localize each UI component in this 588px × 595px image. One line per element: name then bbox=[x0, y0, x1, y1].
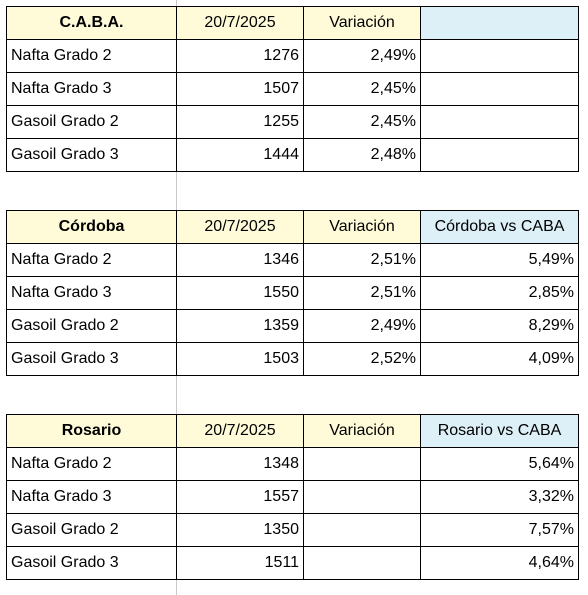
price-cell[interactable]: 1255 bbox=[176, 105, 304, 139]
table-row: Gasoil Grado 2 1255 2,45% bbox=[6, 105, 579, 139]
comparison-header[interactable]: Córdoba vs CABA bbox=[420, 210, 579, 244]
variation-cell[interactable] bbox=[303, 480, 421, 514]
variation-cell[interactable]: 2,48% bbox=[303, 138, 421, 172]
price-cell[interactable]: 1359 bbox=[176, 309, 304, 343]
comparison-cell[interactable] bbox=[420, 138, 579, 172]
table-row: Gasoil Grado 3 1503 2,52% 4,09% bbox=[6, 342, 579, 376]
comparison-cell[interactable]: 8,29% bbox=[420, 309, 579, 343]
variation-cell[interactable]: 2,45% bbox=[303, 105, 421, 139]
variation-cell[interactable]: 2,49% bbox=[303, 309, 421, 343]
product-cell[interactable]: Nafta Grado 2 bbox=[6, 243, 177, 277]
product-cell[interactable]: Nafta Grado 3 bbox=[6, 72, 177, 106]
product-cell[interactable]: Gasoil Grado 3 bbox=[6, 138, 177, 172]
price-cell[interactable]: 1550 bbox=[176, 276, 304, 310]
price-cell[interactable]: 1276 bbox=[176, 39, 304, 73]
comparison-cell[interactable]: 2,85% bbox=[420, 276, 579, 310]
variation-cell[interactable]: 2,51% bbox=[303, 243, 421, 277]
table-row: Nafta Grado 2 1348 5,64% bbox=[6, 447, 579, 481]
comparison-cell[interactable]: 4,64% bbox=[420, 546, 579, 580]
variation-header[interactable]: Variación bbox=[303, 414, 421, 448]
price-cell[interactable]: 1350 bbox=[176, 513, 304, 547]
comparison-cell[interactable]: 5,64% bbox=[420, 447, 579, 481]
product-cell[interactable]: Gasoil Grado 3 bbox=[6, 342, 177, 376]
table-header-row: Rosario 20/7/2025 Variación Rosario vs C… bbox=[6, 414, 579, 448]
comparison-header[interactable] bbox=[420, 6, 579, 40]
city-header[interactable]: Córdoba bbox=[6, 210, 177, 244]
product-cell[interactable]: Gasoil Grado 2 bbox=[6, 513, 177, 547]
date-header[interactable]: 20/7/2025 bbox=[176, 414, 304, 448]
price-cell[interactable]: 1348 bbox=[176, 447, 304, 481]
table-row: Nafta Grado 3 1557 3,32% bbox=[6, 480, 579, 514]
product-cell[interactable]: Nafta Grado 2 bbox=[6, 39, 177, 73]
variation-cell[interactable]: 2,52% bbox=[303, 342, 421, 376]
comparison-cell[interactable] bbox=[420, 72, 579, 106]
table-row: Gasoil Grado 2 1350 7,57% bbox=[6, 513, 579, 547]
table-header-row: Córdoba 20/7/2025 Variación Córdoba vs C… bbox=[6, 210, 579, 244]
comparison-cell[interactable] bbox=[420, 39, 579, 73]
product-cell[interactable]: Gasoil Grado 2 bbox=[6, 309, 177, 343]
table-header-row: C.A.B.A. 20/7/2025 Variación bbox=[6, 6, 579, 40]
comparison-header[interactable]: Rosario vs CABA bbox=[420, 414, 579, 448]
variation-cell[interactable]: 2,49% bbox=[303, 39, 421, 73]
product-cell[interactable]: Nafta Grado 2 bbox=[6, 447, 177, 481]
date-header[interactable]: 20/7/2025 bbox=[176, 6, 304, 40]
table-row: Gasoil Grado 3 1444 2,48% bbox=[6, 138, 579, 172]
city-header[interactable]: Rosario bbox=[6, 414, 177, 448]
product-cell[interactable]: Nafta Grado 3 bbox=[6, 480, 177, 514]
table-row: Nafta Grado 3 1550 2,51% 2,85% bbox=[6, 276, 579, 310]
variation-cell[interactable]: 2,51% bbox=[303, 276, 421, 310]
variation-header[interactable]: Variación bbox=[303, 210, 421, 244]
price-cell[interactable]: 1503 bbox=[176, 342, 304, 376]
product-cell[interactable]: Nafta Grado 3 bbox=[6, 276, 177, 310]
table-row: Gasoil Grado 2 1359 2,49% 8,29% bbox=[6, 309, 579, 343]
price-cell[interactable]: 1511 bbox=[176, 546, 304, 580]
date-header[interactable]: 20/7/2025 bbox=[176, 210, 304, 244]
product-cell[interactable]: Gasoil Grado 2 bbox=[6, 105, 177, 139]
price-cell[interactable]: 1507 bbox=[176, 72, 304, 106]
table-row: Nafta Grado 2 1276 2,49% bbox=[6, 39, 579, 73]
price-cell[interactable]: 1557 bbox=[176, 480, 304, 514]
variation-cell[interactable]: 2,45% bbox=[303, 72, 421, 106]
rosario-price-table: Rosario 20/7/2025 Variación Rosario vs C… bbox=[6, 414, 579, 580]
table-row: Nafta Grado 3 1507 2,45% bbox=[6, 72, 579, 106]
price-cell[interactable]: 1444 bbox=[176, 138, 304, 172]
variation-cell[interactable] bbox=[303, 447, 421, 481]
comparison-cell[interactable] bbox=[420, 105, 579, 139]
comparison-cell[interactable]: 5,49% bbox=[420, 243, 579, 277]
price-cell[interactable]: 1346 bbox=[176, 243, 304, 277]
city-header[interactable]: C.A.B.A. bbox=[6, 6, 177, 40]
product-cell[interactable]: Gasoil Grado 3 bbox=[6, 546, 177, 580]
cordoba-price-table: Córdoba 20/7/2025 Variación Córdoba vs C… bbox=[6, 210, 579, 376]
table-row: Nafta Grado 2 1346 2,51% 5,49% bbox=[6, 243, 579, 277]
comparison-cell[interactable]: 7,57% bbox=[420, 513, 579, 547]
caba-price-table: C.A.B.A. 20/7/2025 Variación Nafta Grado… bbox=[6, 6, 579, 172]
variation-header[interactable]: Variación bbox=[303, 6, 421, 40]
comparison-cell[interactable]: 3,32% bbox=[420, 480, 579, 514]
table-row: Gasoil Grado 3 1511 4,64% bbox=[6, 546, 579, 580]
variation-cell[interactable] bbox=[303, 513, 421, 547]
variation-cell[interactable] bbox=[303, 546, 421, 580]
comparison-cell[interactable]: 4,09% bbox=[420, 342, 579, 376]
